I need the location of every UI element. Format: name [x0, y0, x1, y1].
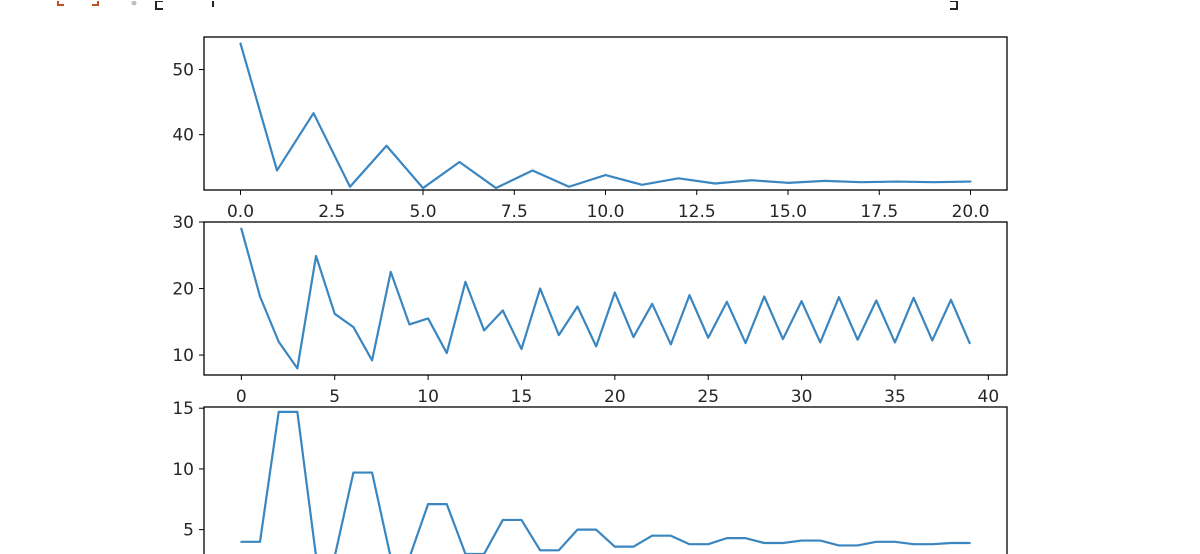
- xtick-label: 0.0: [227, 202, 254, 222]
- ytick-label: 30: [172, 213, 194, 233]
- output-bracket-right: [950, 0, 958, 10]
- prompt-bracket-right: [92, 1, 99, 6]
- axes-frame-2: [203, 221, 1008, 376]
- ytick-label: 10: [172, 346, 194, 366]
- ytick-label: 15: [172, 399, 194, 419]
- ytick-label: 40: [172, 126, 194, 146]
- prompt-dot: [131, 0, 137, 6]
- xtick-label: 25: [697, 387, 719, 407]
- axes-frame-1: [203, 36, 1008, 191]
- series-line-1-1: [239, 42, 972, 190]
- ytick-label: 50: [172, 61, 194, 81]
- xtick-label: 17.5: [860, 202, 898, 222]
- subplot-2: 10 20 30 0 5 10 15 20 25 30 35 40: [172, 213, 1008, 407]
- xtick-label: 15.0: [769, 202, 807, 222]
- xtick-label: 5.0: [409, 202, 436, 222]
- axes-frame-3: [203, 406, 1008, 554]
- xtick-label: 35: [884, 387, 906, 407]
- notebook-cell-header-strip: [0, 0, 1200, 14]
- xtick-label: 15: [511, 387, 533, 407]
- xtick-label: 2.5: [318, 202, 345, 222]
- xtick-label: 30: [791, 387, 813, 407]
- xtick-label: 20: [604, 387, 626, 407]
- ytick-label: 5: [183, 521, 194, 541]
- prompt-bracket-left: [57, 1, 64, 6]
- xtick-label: 10.0: [587, 202, 625, 222]
- xtick-label: 7.5: [501, 202, 528, 222]
- xtick-label: 40: [978, 387, 1000, 407]
- series-line-2-1: [240, 227, 971, 370]
- cell-header-glyphs: [57, 0, 958, 10]
- subplot-background-2: [204, 222, 1007, 375]
- series-line-3-1: [240, 410, 971, 554]
- xtick-label: 20.0: [952, 202, 990, 222]
- subplot-3: 5 10 15: [172, 399, 1008, 554]
- xtick-label: 12.5: [678, 202, 716, 222]
- ytick-label: 10: [172, 460, 194, 480]
- subplot-background-3: [204, 407, 1007, 554]
- xtick-label: 10: [417, 387, 439, 407]
- xtick-label: 5: [329, 387, 340, 407]
- subplot-1: 40 50 0.0 2.5 5.0 7.5 10.0 12.5 15.0 17.5 20.0: [172, 36, 1008, 222]
- ytick-label: 20: [172, 280, 194, 300]
- output-bracket-left: [155, 0, 163, 10]
- xtick-label: 0: [236, 387, 247, 407]
